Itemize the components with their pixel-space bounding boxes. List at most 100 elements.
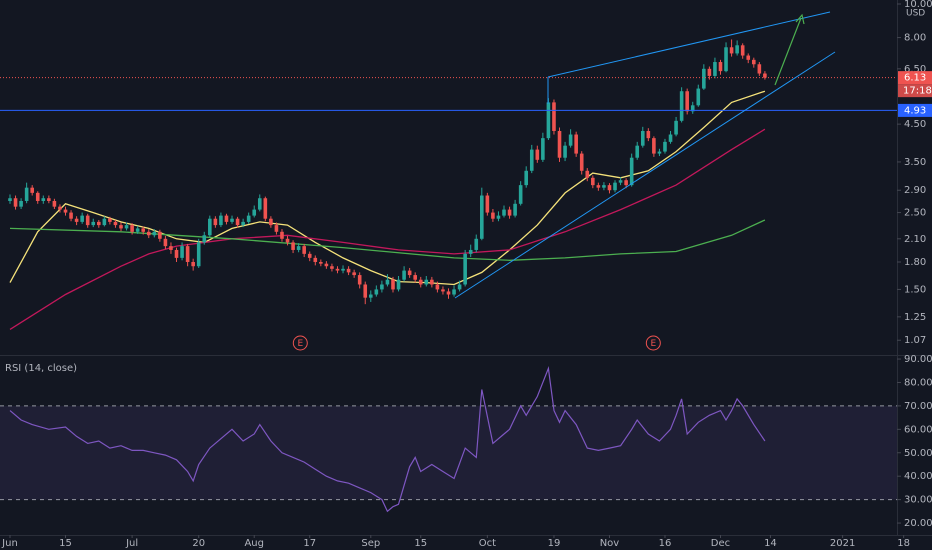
x-tick-label: 18 — [897, 538, 910, 549]
candle-body — [80, 215, 84, 222]
candle-body — [341, 268, 345, 271]
candle-body — [346, 268, 351, 273]
candle-body — [169, 246, 173, 250]
candle-body — [430, 279, 434, 285]
candle-body — [291, 242, 295, 250]
x-tick-label: Aug — [244, 538, 264, 549]
candle-body — [69, 212, 73, 219]
trend-line — [454, 51, 836, 299]
candle-body — [652, 138, 656, 154]
candle-body — [391, 279, 395, 290]
candle-body — [702, 68, 706, 89]
x-tick-label: 14 — [764, 538, 777, 549]
candle-body — [396, 279, 401, 290]
candle-body — [585, 170, 590, 178]
candle-body — [269, 218, 273, 226]
candle-body — [252, 209, 257, 216]
candle-body — [746, 55, 751, 60]
candle-body — [452, 289, 456, 295]
candle-body — [319, 261, 323, 264]
x-tick-label: 20 — [192, 538, 205, 549]
candle-body — [635, 145, 640, 158]
candle-body — [474, 238, 479, 250]
candle-body — [718, 62, 723, 72]
candle-body — [624, 180, 628, 186]
candle-body — [263, 198, 268, 219]
y-tick-label: 2.50 — [904, 208, 926, 219]
candle-body — [124, 225, 129, 229]
arrow-head — [795, 13, 805, 25]
candle-body — [674, 120, 678, 135]
candle-body — [224, 215, 229, 222]
candle-body — [507, 209, 512, 216]
candle-body — [468, 249, 473, 254]
earnings-label: E — [297, 339, 303, 349]
candle-body — [146, 231, 151, 236]
candle-body — [496, 215, 501, 219]
y-tick-label: 50.00 — [904, 448, 932, 459]
candle-body — [557, 130, 562, 158]
x-tick-label: 2021 — [830, 538, 855, 549]
candle-body — [418, 279, 423, 285]
candle-body — [235, 218, 240, 226]
x-tick-label: Jun — [1, 538, 18, 549]
candle-body — [657, 151, 662, 154]
candle-body — [330, 266, 334, 269]
candle-body — [313, 257, 318, 262]
candle-body — [457, 284, 462, 290]
candle-body — [763, 73, 767, 78]
y-tick-label: 40.00 — [904, 471, 932, 482]
candle-body — [618, 180, 623, 183]
candle-body — [208, 218, 212, 236]
candle-body — [513, 203, 517, 216]
candle-body — [158, 231, 162, 239]
candle-body — [296, 246, 301, 250]
y-tick-label: 80.00 — [904, 377, 932, 388]
candle-body — [596, 185, 601, 188]
candle-body — [690, 105, 695, 112]
price-label-box — [898, 103, 932, 117]
candle-body — [41, 198, 46, 201]
candle-body — [219, 215, 223, 226]
x-tick-label: 15 — [414, 538, 427, 549]
rsi-pane: RSI (14, close) — [0, 363, 897, 513]
y-tick-label: 3.50 — [904, 157, 926, 168]
candle-body — [729, 47, 734, 54]
candle-body — [502, 209, 506, 216]
candle-body — [524, 170, 529, 186]
countdown-box — [898, 84, 932, 98]
candle-body — [24, 187, 29, 201]
candle-body — [163, 238, 168, 247]
candle-body — [202, 235, 207, 243]
candle-body — [574, 134, 578, 154]
trend-line — [547, 11, 831, 78]
candle-body — [546, 102, 551, 139]
candle-body — [435, 284, 440, 290]
price-label: 6.13 — [904, 73, 926, 84]
drawings — [454, 11, 836, 299]
candle-body — [529, 149, 534, 171]
candle-body — [280, 231, 284, 239]
candle-body — [213, 218, 218, 226]
candle-body — [274, 225, 279, 232]
candle-body — [446, 291, 451, 295]
candle-body — [602, 185, 606, 188]
candle-body — [285, 238, 290, 243]
candle-body — [724, 47, 728, 72]
rsi-line — [9, 366, 766, 513]
candle-body — [141, 228, 146, 232]
y-tick-label: 10.00 — [904, 0, 932, 10]
y-tick-label: 20.00 — [904, 518, 932, 529]
y-tick-label: 2.90 — [904, 185, 926, 196]
candle-body — [152, 231, 157, 236]
candle-body — [180, 246, 184, 258]
x-tick-label: Sep — [361, 538, 380, 549]
moving-average — [9, 128, 766, 330]
y-tick-label: 2.10 — [904, 234, 926, 245]
y-tick-label: 70.00 — [904, 401, 932, 412]
candle-body — [374, 289, 379, 295]
earnings-marker — [292, 335, 308, 351]
x-tick-label: Nov — [600, 538, 620, 549]
candle-body — [646, 130, 651, 139]
candle-body — [230, 218, 234, 222]
